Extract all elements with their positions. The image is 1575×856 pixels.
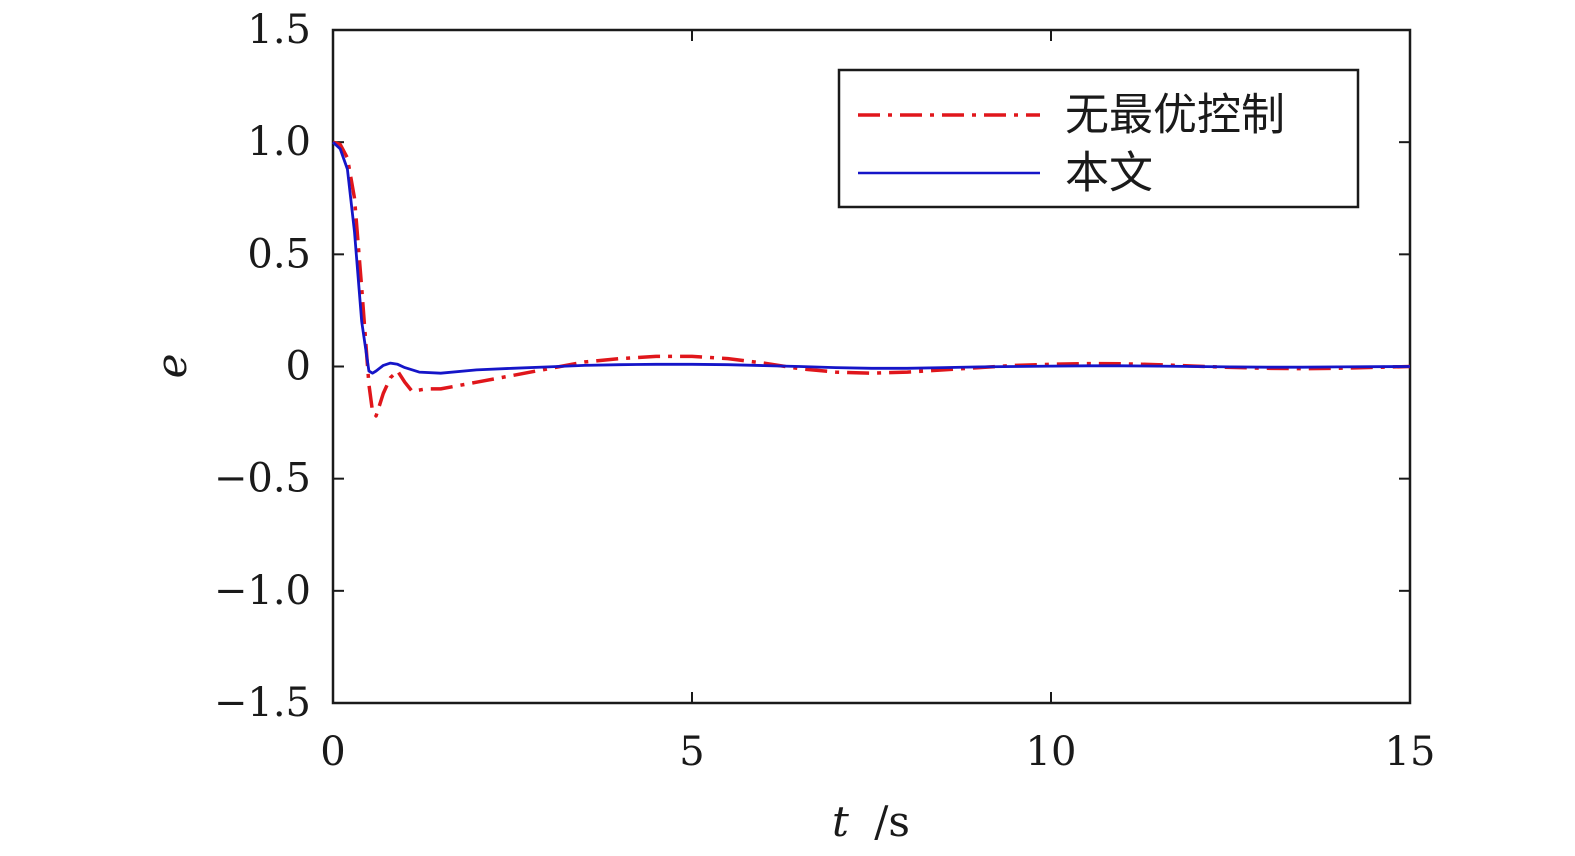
x-tick-label: 15 bbox=[1385, 729, 1436, 775]
series-line-2 bbox=[332, 141, 1411, 375]
y-tick-label: −1.0 bbox=[214, 568, 311, 614]
y-tick-label: 1.5 bbox=[247, 7, 311, 53]
y-tick-label: 0 bbox=[286, 344, 311, 390]
legend-label-series-2: 本文 bbox=[1065, 148, 1153, 199]
x-tick-label: 5 bbox=[679, 729, 704, 775]
axis-ticks: 0 5 10 15 1.5 1.0 0.5 0 −0.5 −1.0 −1.5 bbox=[214, 7, 1436, 775]
legend-box bbox=[837, 68, 1360, 209]
x-axis-variable: t bbox=[832, 797, 849, 846]
x-tick-label: 0 bbox=[320, 729, 345, 775]
y-tick-label: 0.5 bbox=[247, 231, 311, 277]
legend-label-series-1: 无最优控制 bbox=[1065, 90, 1285, 141]
y-tick-label: −1.5 bbox=[214, 680, 311, 726]
y-tick-label: −0.5 bbox=[214, 456, 311, 502]
series-line-1 bbox=[332, 140, 1411, 418]
legend: 无最优控制 本文 bbox=[837, 68, 1360, 209]
x-axis-label: t /s bbox=[832, 797, 910, 846]
x-axis-unit: /s bbox=[874, 797, 910, 846]
y-tick-label: 1.0 bbox=[247, 119, 311, 165]
x-tick-label: 10 bbox=[1026, 729, 1077, 775]
series-layer bbox=[332, 140, 1411, 418]
y-axis-label: e bbox=[147, 354, 196, 379]
